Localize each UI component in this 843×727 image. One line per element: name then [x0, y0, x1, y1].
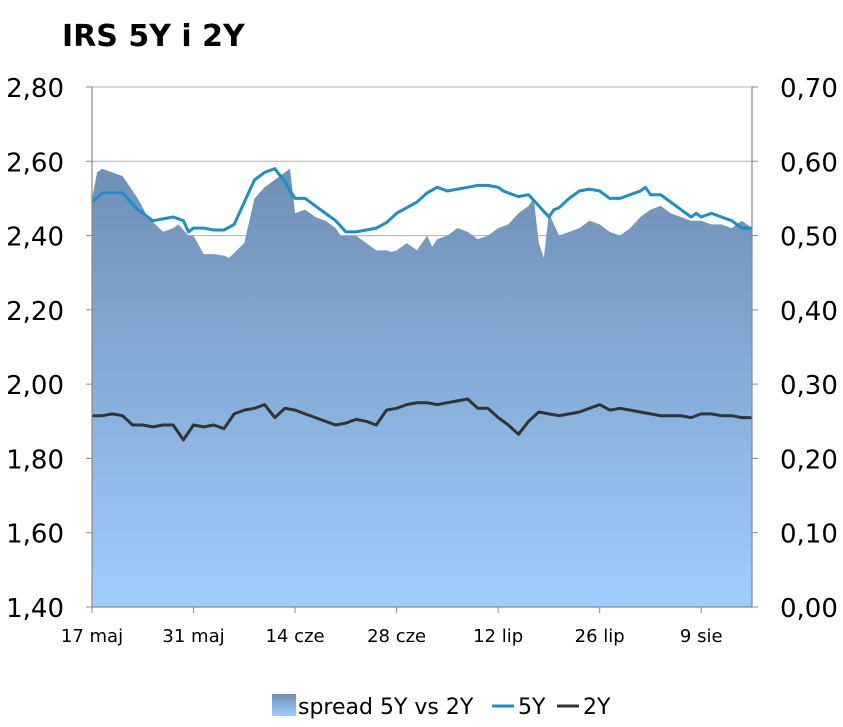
y-left-tick-label: 2,80 [6, 74, 64, 104]
x-tick-label: 14 cze [266, 626, 325, 647]
y-right-tick-label: 0,50 [780, 223, 838, 253]
axes [91, 87, 753, 608]
x-tick-label: 28 cze [367, 626, 426, 647]
y-left-tick-label: 1,40 [6, 594, 64, 624]
x-tick-label: 9 sie [680, 626, 723, 647]
y-right-tick-label: 0,00 [780, 594, 838, 624]
series-spread-area [92, 168, 752, 607]
y-left-tick-label: 2,20 [6, 297, 64, 327]
y-right-tick-label: 0,20 [780, 445, 838, 475]
x-tick-label: 17 maj [61, 626, 123, 647]
legend-label-spread: spread 5Y vs 2Y [298, 695, 474, 720]
spread-area-layer [92, 168, 752, 607]
y-left-tick-label: 2,40 [6, 223, 64, 253]
y-left-tick-label: 2,00 [6, 371, 64, 401]
y-left-tick-label: 1,60 [6, 520, 64, 550]
chart-title: IRS 5Y i 2Y [62, 19, 246, 54]
legend: spread 5Y vs 2Y 5Y 2Y [272, 694, 611, 720]
legend-label-2y: 2Y [583, 695, 611, 720]
y-right-tick-label: 0,70 [780, 74, 838, 104]
y-right-ticks: 0,00 0,10 0,20 0,30 0,40 0,50 0,60 0,70 [752, 74, 838, 624]
y-right-tick-label: 0,40 [780, 297, 838, 327]
legend-swatch-spread [272, 694, 296, 716]
lines-layer [90, 167, 752, 442]
legend-label-5y: 5Y [518, 695, 546, 720]
y-left-tick-label: 1,80 [6, 445, 64, 475]
x-tick-label: 26 lip [575, 626, 625, 647]
x-tick-label: 12 lip [473, 626, 523, 647]
y-right-tick-label: 0,30 [780, 371, 838, 401]
series-2y-line [92, 397, 752, 442]
y-left-ticks: 1,40 1,60 1,80 2,00 2,20 2,40 2,60 2,80 [6, 74, 92, 624]
y-right-tick-label: 0,60 [780, 148, 838, 178]
y-left-tick-label: 2,60 [6, 148, 64, 178]
x-ticks: 17 maj 31 maj 14 cze 28 cze 12 lip 26 lip 9 si… [61, 607, 723, 647]
x-tick-label: 31 maj [162, 626, 224, 647]
series-5y-line [90, 167, 752, 234]
y-right-tick-label: 0,10 [780, 520, 838, 550]
